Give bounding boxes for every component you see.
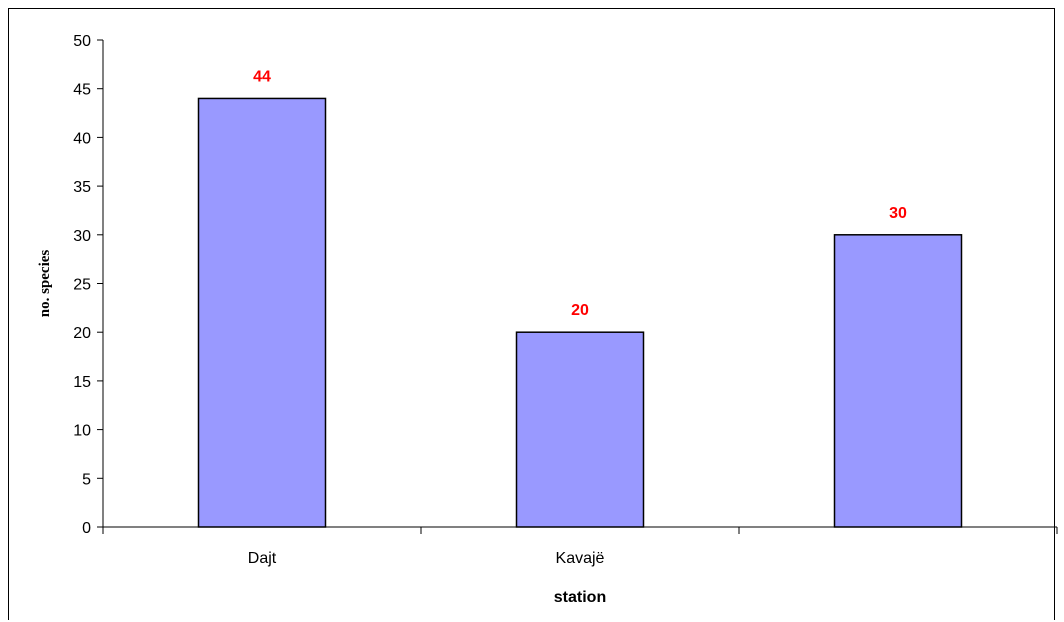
x-axis: Dajt Kavajë [102,526,1058,567]
y-tick-label: 30 [73,228,91,245]
bar [833,234,963,528]
data-label: 30 [889,205,907,222]
x-tick-label: Dajt [248,550,277,567]
y-axis-title: no. species [37,250,53,318]
y-tick-label: 45 [73,82,91,99]
y-tick-label: 20 [73,325,91,342]
data-label: 20 [571,302,589,319]
y-tick-label: 40 [73,130,91,147]
x-tick-label: Kavajë [556,550,605,567]
x-axis-title: station [554,589,606,606]
y-tick-label: 35 [73,179,91,196]
data-labels: 44 20 30 [253,68,907,319]
y-tick-label: 25 [73,277,91,294]
y-tick-label: 10 [73,423,91,440]
bars [197,97,963,528]
y-tick-label: 5 [82,471,91,488]
y-tick-label: 0 [82,520,91,537]
bar [197,97,327,528]
bar [515,331,645,528]
y-tick-label: 15 [73,374,91,391]
y-tick-label: 50 [73,33,91,50]
y-axis: 0 5 10 15 20 25 30 35 40 45 50 [73,33,104,537]
data-label: 44 [253,68,271,85]
